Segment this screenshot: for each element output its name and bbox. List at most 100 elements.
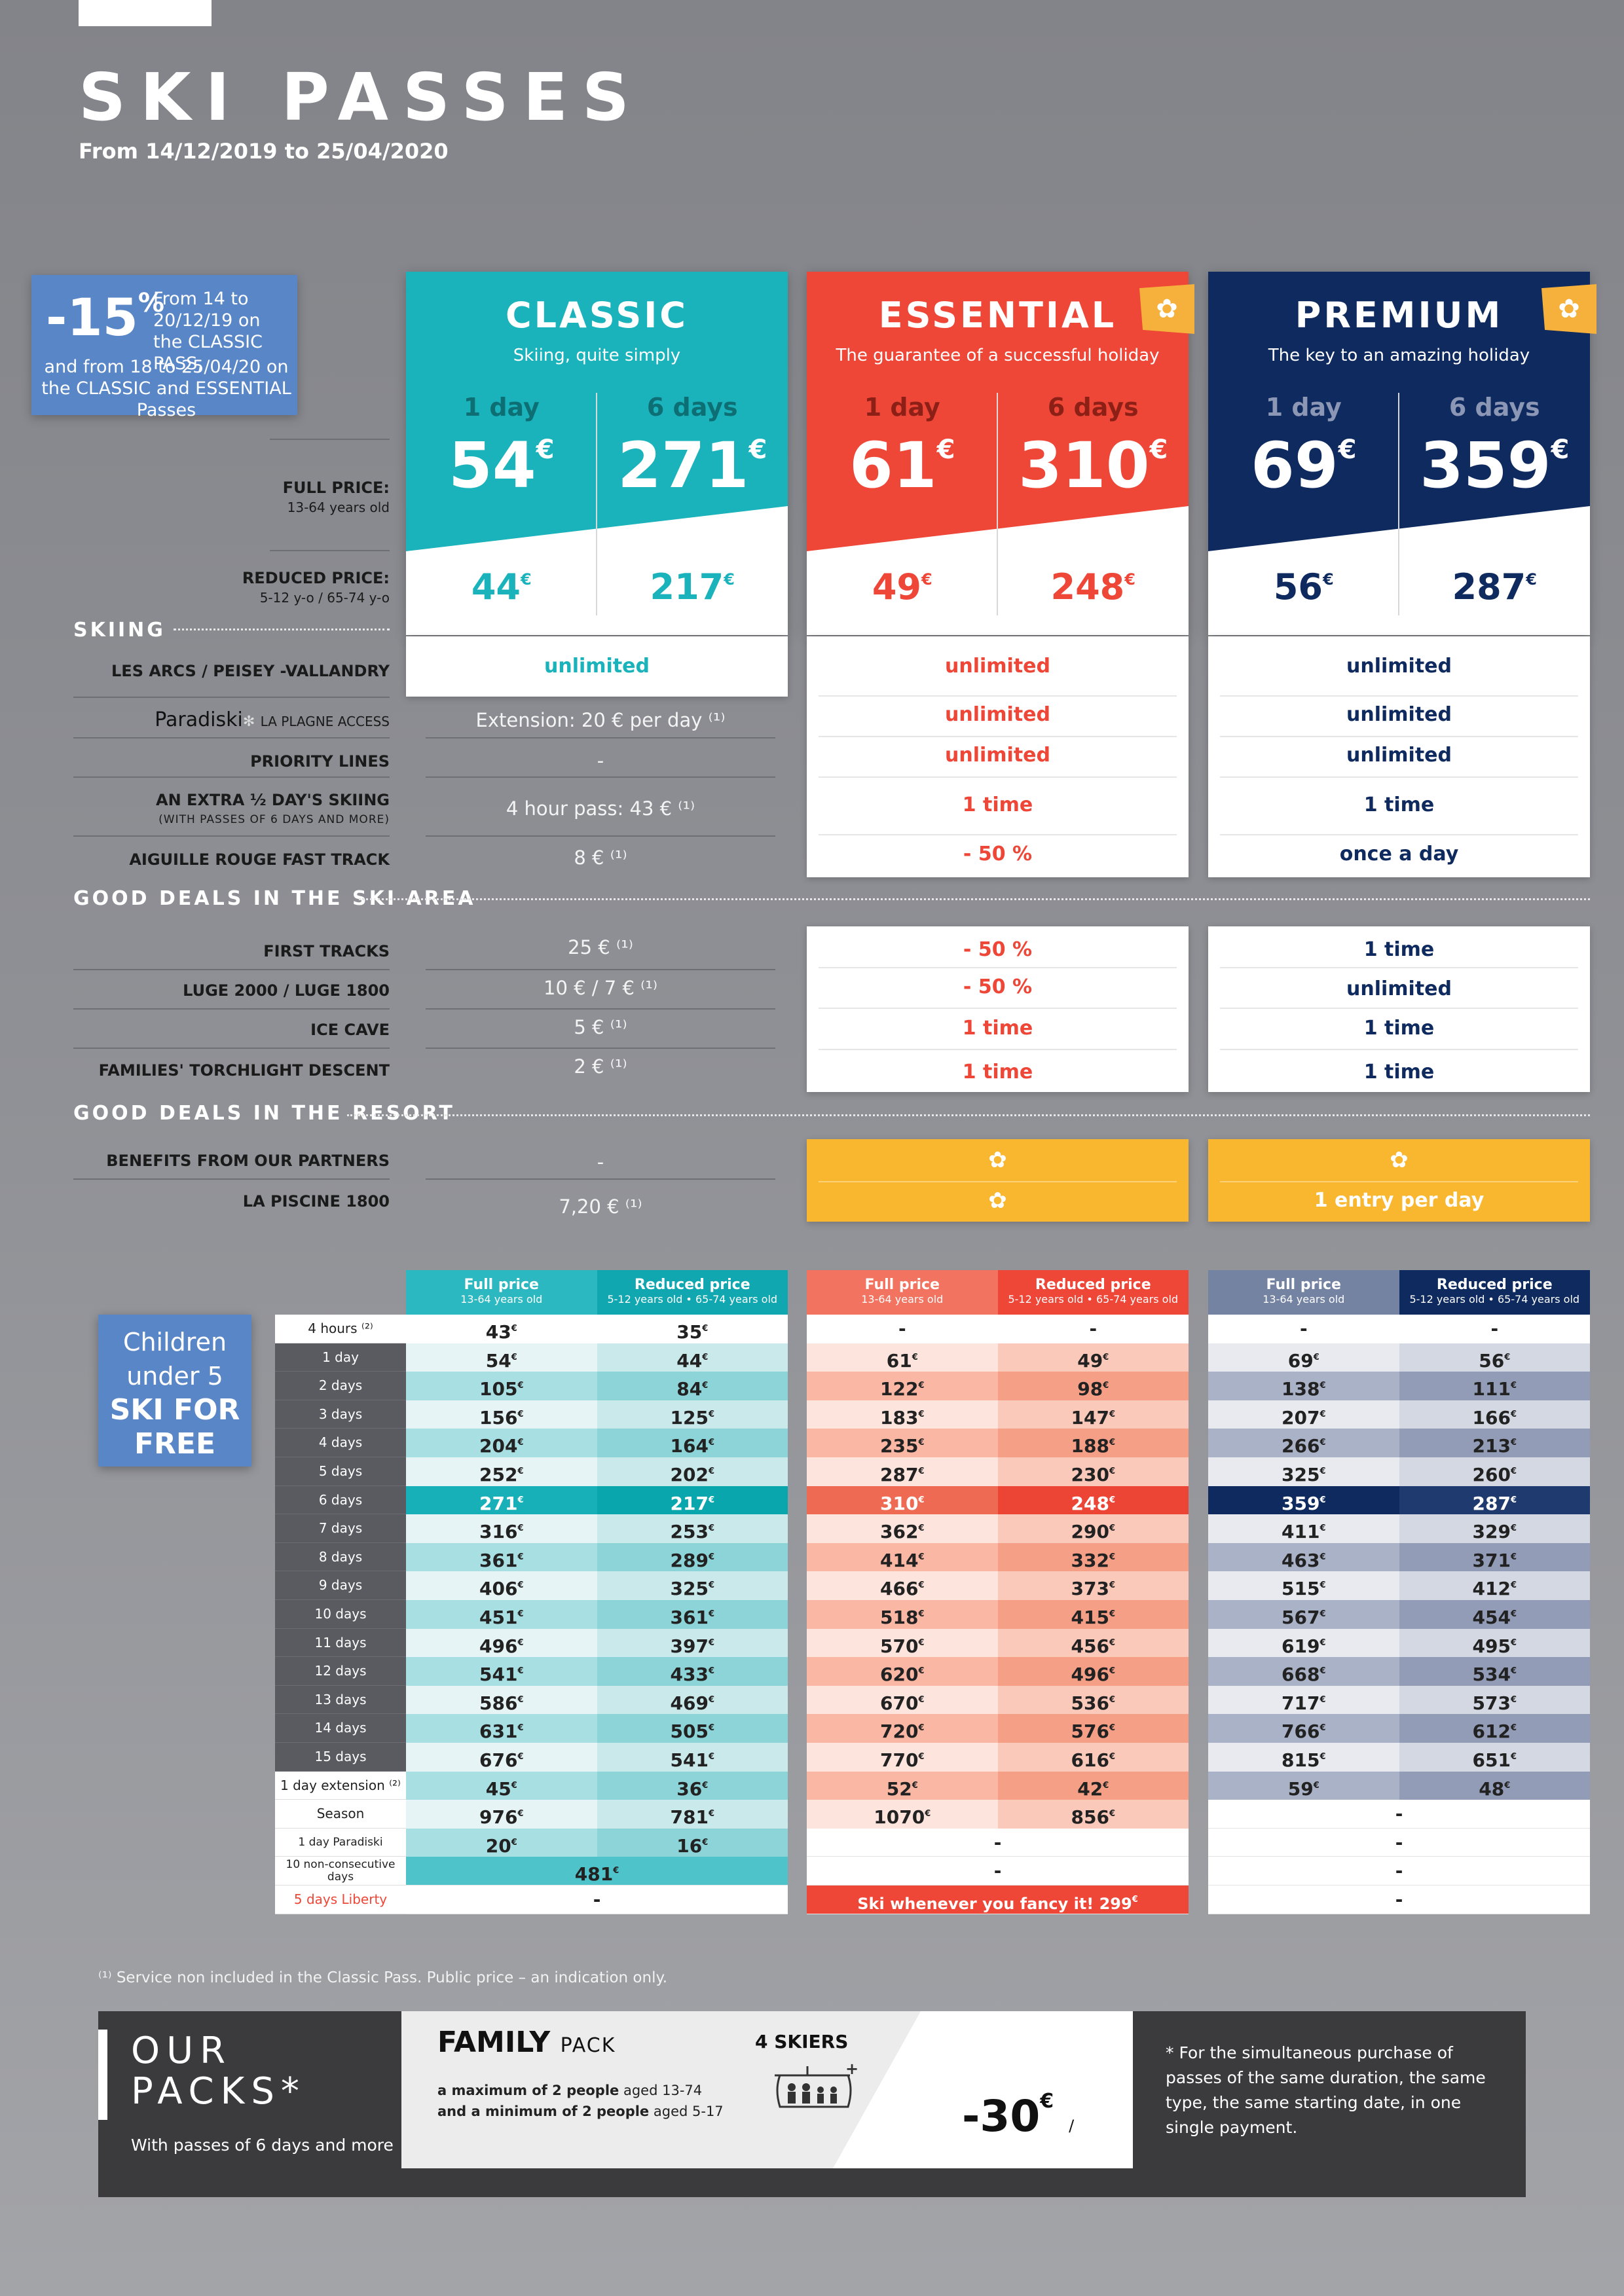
table-cell-reduced: 98€ [997, 1372, 1189, 1400]
full-price-1day: 69€ [1251, 429, 1357, 502]
full-price-label: FULL PRICE: 13-64 years old [282, 479, 390, 515]
reduced-price-1day: 44€ [471, 566, 532, 608]
essential-skiing-value: 1 time [962, 793, 1033, 816]
table-cell-reduced: 454€ [1399, 1600, 1590, 1629]
table-cell-reduced: 230€ [997, 1457, 1189, 1486]
row-label: BENEFITS FROM OUR PARTNERS [106, 1152, 390, 1170]
essential-deal-value: 1 time [962, 1017, 1033, 1040]
discount-promo-box: -15% From 14 to 20/12/19 on the CLASSIC … [31, 275, 297, 420]
table-cell-reduced: 253€ [597, 1514, 788, 1543]
premium-resort-value: 1 entry per day [1314, 1189, 1485, 1212]
divider [73, 1178, 390, 1180]
premium-skiing-value: 1 time [1363, 793, 1435, 816]
divider [73, 969, 390, 970]
table-cell-reduced: 373€ [997, 1571, 1189, 1600]
table-row-label: 1 day extension ⁽²⁾ [275, 1771, 406, 1800]
classic-card: CLASSIC Skiing, quite simply 1 day 6 day… [406, 272, 788, 635]
table-cell-full: 586€ [406, 1685, 597, 1715]
table-cell-full: 52€ [807, 1771, 998, 1800]
classic-value: 5 € ⁽¹⁾ [574, 1016, 627, 1038]
classic-value: 7,20 € ⁽¹⁾ [559, 1195, 642, 1218]
table-cell-reduced: 332€ [997, 1542, 1189, 1572]
table-row-label: 15 days [275, 1743, 406, 1772]
table-cell-full: 515€ [1208, 1571, 1399, 1600]
footnote: ⁽¹⁾ Service non included in the Classic … [98, 1969, 668, 1986]
premium-card: PREMIUM The key to an amazing holiday 1 … [1208, 272, 1590, 635]
table-cell-full: 463€ [1208, 1542, 1399, 1572]
table-cell-reduced: 612€ [1399, 1714, 1590, 1743]
full-price-6days: 271€ [618, 429, 767, 502]
table-cell-reduced: 248€ [997, 1485, 1189, 1515]
kids-line: FREE [134, 1427, 216, 1461]
table-cell-full: 204€ [406, 1429, 597, 1457]
full-price-1day: 61€ [849, 429, 955, 502]
classic-value: - [597, 750, 604, 772]
row-label-paradiski: Paradiski✻ LA PLAGNE ACCESS [155, 708, 390, 731]
essential-resort-panel: ✿ ✿ [807, 1139, 1189, 1222]
table-header-reduced: Reduced price 5-12 years old • 65-74 year… [997, 1270, 1189, 1315]
table-row-label: 2 days [275, 1372, 406, 1400]
table-cell-reduced: 56€ [1399, 1343, 1590, 1372]
table-cell-full: 976€ [406, 1800, 597, 1829]
table-cell-full: 43€ [406, 1315, 597, 1343]
table-row-label: 14 days [275, 1714, 406, 1743]
top-white-bar [79, 0, 212, 26]
table-row-label: 11 days [275, 1628, 406, 1658]
divider [426, 835, 775, 837]
kids-line: under 5 [126, 1362, 223, 1391]
table-cell-reduced: 433€ [597, 1657, 788, 1686]
table-cell-full: 310€ [807, 1485, 998, 1515]
divider [73, 697, 390, 698]
section-dotted-line [174, 629, 390, 630]
reduced-price-6days: 248€ [1050, 566, 1135, 608]
table-cell-full: 325€ [1208, 1457, 1399, 1486]
table-header-full: Full price 13-64 years old [1208, 1270, 1399, 1315]
row-label: FAMILIES' TORCHLIGHT DESCENT [98, 1061, 390, 1080]
table-cell-full: 156€ [406, 1400, 597, 1429]
table-row-label: 5 days Liberty [275, 1886, 406, 1914]
divider [73, 1048, 390, 1049]
table-cell-reduced: 260€ [1399, 1457, 1590, 1486]
section-dotted-line [359, 898, 1590, 900]
family-pack-card: FAMILY PACK 4 SKIERS + a maximum of 2 pe… [401, 2011, 1133, 2168]
table-cell-full: 541€ [406, 1657, 597, 1686]
flower-badge: ✿ [1541, 284, 1596, 334]
table-cell-reduced: 412€ [1399, 1571, 1590, 1600]
essential-deal-value: 1 time [962, 1061, 1033, 1084]
table-cell-reduced: 469€ [597, 1685, 788, 1715]
card-tagline: Skiing, quite simply [513, 346, 681, 365]
divider [426, 1178, 775, 1180]
table-cell-merged: - [1208, 1800, 1590, 1829]
day6-label: 6 days [1449, 393, 1540, 422]
table-cell-full: 359€ [1208, 1485, 1399, 1515]
table-row-label: 12 days [275, 1657, 406, 1686]
table-cell-full: 1070€ [807, 1800, 998, 1829]
table-cell-reduced: 576€ [997, 1714, 1189, 1743]
row-label: FIRST TRACKS [263, 942, 390, 960]
table-cell-full: 619€ [1208, 1628, 1399, 1658]
family-discount: -30€ / person [962, 2090, 1075, 2168]
table-cell-full: 631€ [406, 1714, 597, 1743]
premium-skiing-panel: unlimited unlimited unlimited 1 time onc… [1208, 636, 1590, 877]
divider [1220, 736, 1578, 737]
table-cell-reduced: 371€ [1399, 1542, 1590, 1572]
table-row-label: 10 non-consecutive days [275, 1857, 406, 1886]
table-cell-reduced: 573€ [1399, 1685, 1590, 1715]
full-price-6days: 359€ [1420, 429, 1570, 502]
divider [73, 776, 390, 778]
table-cell-full: 717€ [1208, 1685, 1399, 1715]
family-chairlift-icon: + [775, 2064, 858, 2108]
table-cell-full: 122€ [807, 1372, 998, 1400]
kids-line: SKI FOR [109, 1393, 240, 1427]
classic-value: 4 hour pass: 43 € ⁽¹⁾ [506, 797, 695, 820]
table-cell-merged: - [1208, 1857, 1590, 1886]
divider [1220, 1008, 1578, 1009]
table-cell-reduced: 16€ [597, 1828, 788, 1857]
divider [426, 776, 775, 778]
divider [73, 1008, 390, 1010]
reduced-price-1day: 49€ [872, 566, 932, 608]
table-cell-reduced: 166€ [1399, 1400, 1590, 1429]
table-cell-reduced: 496€ [997, 1657, 1189, 1686]
table-cell-reduced: 36€ [597, 1771, 788, 1800]
promo-percent: -15% [46, 288, 164, 348]
